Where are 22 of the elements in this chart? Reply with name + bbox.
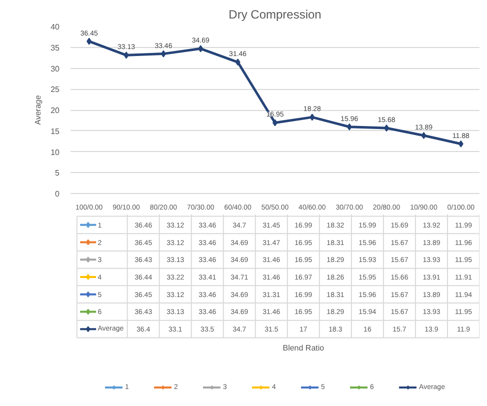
y-tick-label: 15: [50, 126, 60, 136]
point: [86, 38, 92, 45]
point: [346, 123, 352, 130]
y-tick-label: 40: [50, 22, 60, 32]
point: [124, 52, 129, 59]
point: [384, 124, 390, 132]
y-axis-title: Average: [34, 94, 43, 125]
y-tick-label: 0: [55, 190, 60, 198]
y-tick-label: 5: [55, 168, 60, 178]
point: [198, 45, 204, 52]
y-tick-label: 30: [50, 64, 60, 74]
text: Blend Ratio: [282, 344, 325, 353]
point: [235, 58, 240, 66]
point: [421, 132, 426, 140]
y-tick-label: 35: [50, 43, 60, 52]
point: [310, 114, 315, 121]
point: [160, 50, 166, 58]
point: [458, 140, 464, 148]
y-tick-label: 25: [50, 85, 60, 94]
chart-title: Dry Compression: [228, 8, 322, 22]
y-tick-label: 20: [50, 106, 60, 115]
y-tick-label: 10: [50, 148, 60, 157]
